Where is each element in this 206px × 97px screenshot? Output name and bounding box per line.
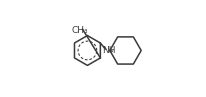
Text: CH₃: CH₃ xyxy=(71,26,88,35)
Text: NH: NH xyxy=(102,46,115,55)
